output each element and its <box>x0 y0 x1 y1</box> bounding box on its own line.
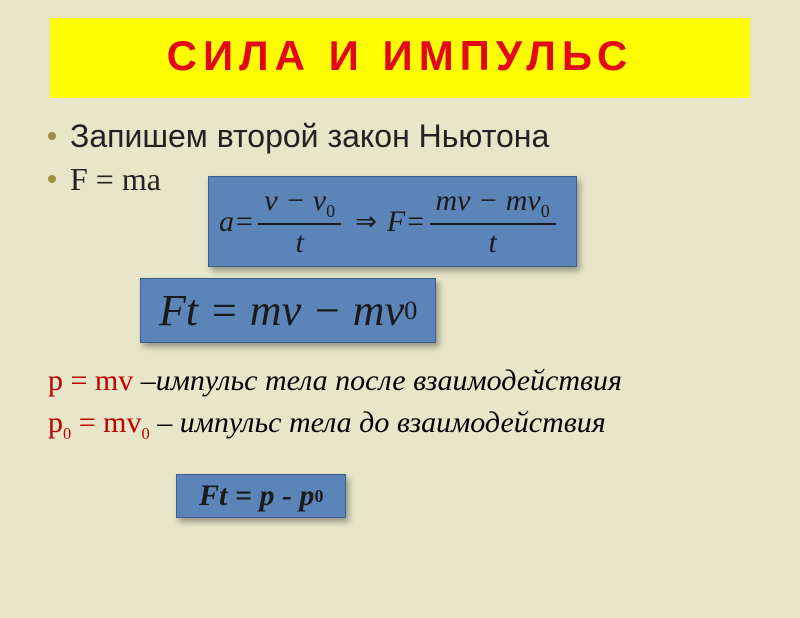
impulse-eq-text: Ft = mv − mv <box>159 285 404 336</box>
p-red: p = mv <box>48 364 133 397</box>
definitions-block: p = mv –импульс тела после взаимодействи… <box>48 364 770 452</box>
title-text: СИЛА И ИМПУЛЬС <box>167 32 634 79</box>
frac2-num-text: mv − mv <box>436 184 541 217</box>
result-eq-text: Ft = p - p <box>199 479 314 513</box>
line1-text: Запишем второй закон Ньютона <box>70 118 549 155</box>
fraction-2-den: t <box>488 225 496 259</box>
bullet-icon <box>48 132 56 140</box>
fraction-1: v − v0 t <box>258 185 341 258</box>
p-definition-line: p = mv –импульс тела после взаимодействи… <box>48 364 770 398</box>
frac2-num-sub: 0 <box>541 201 550 221</box>
p0-b: = mv <box>71 406 141 439</box>
p0-red: p0 = mv0 <box>48 406 157 439</box>
fraction-2: mv − mv0 t <box>430 185 556 258</box>
frac1-num-sub: 0 <box>326 201 335 221</box>
formula-box-result: Ft = p - p0 <box>176 474 346 518</box>
line2-text: F = ma <box>70 161 161 198</box>
p0-sub: 0 <box>63 424 71 443</box>
bullet-line-1: Запишем второй закон Ньютона <box>48 118 764 155</box>
var-f: F <box>387 205 405 239</box>
fraction-1-num: v − v0 <box>258 185 341 225</box>
eq-sign-2: = <box>405 205 425 239</box>
p-tail: –импульс тела после взаимодействия <box>133 364 622 397</box>
var-a: a <box>219 205 234 239</box>
p0-tail: – импульс тела до взаимодействия <box>157 406 605 439</box>
p0-sub2: 0 <box>142 424 150 443</box>
p0-definition-line: p0 = mv0 – импульс тела до взаимодействи… <box>48 406 770 444</box>
formula-box-impulse: Ft = mv − mv0 <box>140 278 436 343</box>
title-banner: СИЛА И ИМПУЛЬС <box>50 18 750 98</box>
implies-arrow-icon: ⇒ <box>355 207 377 237</box>
bullet-icon <box>48 175 56 183</box>
fraction-1-den: t <box>296 225 304 259</box>
eq-sign: = <box>234 205 254 239</box>
impulse-eq-sub: 0 <box>404 295 417 326</box>
fraction-2-num: mv − mv0 <box>430 185 556 225</box>
formula-box-acceleration: a = v − v0 t ⇒ F = mv − mv0 t <box>208 176 577 267</box>
p0-a: p <box>48 406 63 439</box>
frac1-num-text: v − v <box>264 184 326 217</box>
result-eq-sub: 0 <box>314 486 323 507</box>
